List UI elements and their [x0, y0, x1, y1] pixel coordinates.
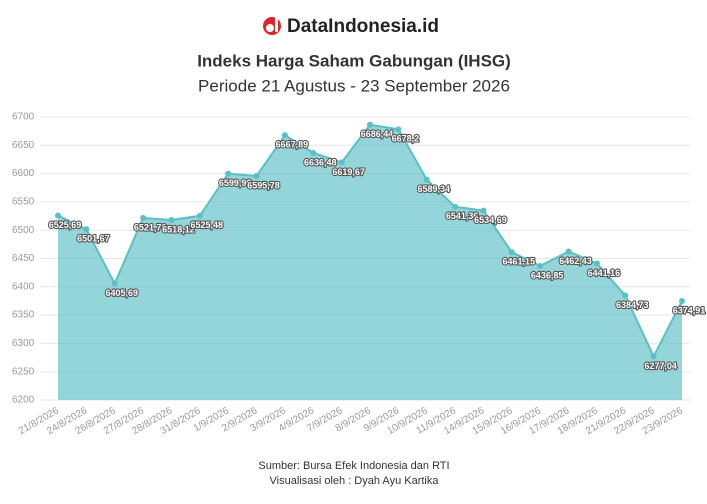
- point: [537, 262, 544, 269]
- value-label: 6462,43: [559, 256, 592, 266]
- value-label: 6501,67: [77, 234, 110, 244]
- point: [423, 176, 430, 183]
- value-label: 6686,44: [361, 129, 394, 139]
- value-label: 6518,12: [162, 224, 195, 234]
- point: [310, 149, 317, 156]
- value-label: 6595,78: [247, 180, 280, 190]
- value-label: 6525,69: [49, 220, 82, 230]
- point: [452, 203, 459, 210]
- chart-subtitle: Periode 21 Agustus - 23 September 2026: [198, 76, 510, 95]
- point: [593, 260, 600, 267]
- y-tick-label: 6350: [12, 310, 35, 321]
- point: [140, 214, 147, 221]
- value-label: 6436,85: [531, 270, 564, 280]
- value-label: 6619,67: [332, 167, 365, 177]
- value-label: 6589,34: [417, 184, 450, 194]
- point: [55, 212, 61, 219]
- value-label: 6525,48: [191, 220, 224, 230]
- point: [253, 172, 260, 179]
- value-label: 6521,76: [134, 222, 167, 232]
- point: [83, 226, 90, 233]
- value-label: 6405,69: [105, 288, 138, 298]
- point: [650, 353, 657, 360]
- y-tick-label: 6550: [12, 197, 35, 208]
- y-tick-label: 6300: [12, 338, 35, 349]
- point: [196, 212, 203, 219]
- y-tick-label: 6650: [12, 140, 35, 151]
- point: [281, 132, 288, 139]
- point: [565, 248, 572, 255]
- y-tick-label: 6600: [12, 168, 35, 179]
- point: [508, 249, 515, 256]
- value-label: 6277,04: [644, 361, 677, 371]
- point: [679, 298, 685, 305]
- value-label: 6678,2: [392, 134, 420, 144]
- y-tick-label: 6400: [12, 281, 35, 292]
- point: [395, 126, 402, 133]
- point: [622, 292, 629, 299]
- value-label: 6384,73: [616, 300, 649, 310]
- y-tick-label: 6250: [12, 366, 35, 377]
- value-label: 6636,48: [304, 157, 337, 167]
- point: [225, 170, 232, 177]
- source: Sumber: Bursa Efek Indonesia dan RTI: [258, 460, 449, 472]
- point: [480, 207, 487, 214]
- chart-title: Indeks Harga Saham Gabungan (IHSG): [197, 51, 511, 70]
- brand: DataIndonesia.id: [287, 16, 439, 37]
- point: [111, 280, 118, 287]
- credit: Visualisasi oleh : Dyah Ayu Kartika: [270, 475, 440, 487]
- point: [367, 121, 373, 128]
- point: [168, 216, 175, 223]
- point: [338, 159, 345, 166]
- y-tick-label: 6450: [12, 253, 35, 264]
- value-label: 6599,96: [219, 178, 252, 188]
- value-label: 6461,15: [503, 257, 536, 267]
- value-label: 6534,69: [474, 215, 507, 225]
- y-tick-label: 6700: [12, 112, 35, 123]
- value-label: 6541,36: [446, 211, 479, 221]
- value-label: 6374,91: [673, 305, 706, 315]
- y-tick-label: 6200: [12, 395, 35, 406]
- value-label: 6441,16: [588, 268, 621, 278]
- area: [58, 124, 682, 400]
- value-label: 6667,89: [276, 140, 309, 150]
- y-tick-label: 6500: [12, 225, 35, 236]
- logo: [263, 16, 281, 35]
